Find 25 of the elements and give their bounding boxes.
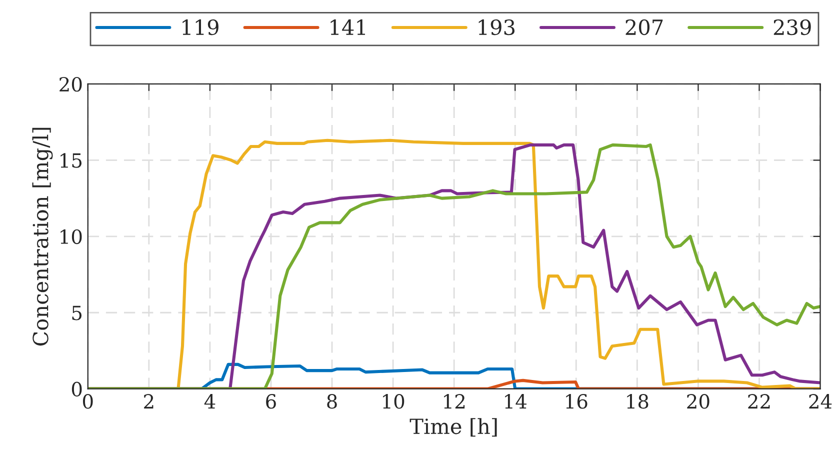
x-tick-label: 4 [204, 394, 216, 408]
x-tick-label: 8 [327, 394, 337, 409]
y-tick-label: 15 [60, 153, 82, 168]
legend-label: 119 [182, 19, 218, 36]
x-axis-title: Time [h] [410, 418, 497, 437]
x-tick-label: 16 [566, 394, 588, 409]
x-tick-label: 18 [627, 394, 648, 409]
legend-label: 141 [330, 19, 365, 35]
x-tick-label: 10 [383, 394, 404, 409]
x-tick-label: 6 [266, 394, 276, 409]
x-tick-label: 24 [809, 394, 832, 408]
y-tick-label: 0 [72, 382, 82, 396]
x-tick-label: 20 [687, 394, 710, 409]
x-tick-label: 0 [82, 394, 93, 409]
x-tick-label: 14 [505, 394, 526, 408]
y-tick-label: 20 [60, 76, 82, 92]
y-axis-title: Concentration [mg/l] [32, 128, 53, 346]
x-tick-label: 22 [748, 394, 770, 408]
y-tick-label: 5 [72, 306, 82, 320]
x-tick-label: 2 [144, 394, 154, 408]
y-tick-label: 10 [60, 229, 82, 244]
legend-label: 193 [478, 19, 514, 36]
legend-label: 207 [626, 19, 663, 36]
x-tick-label: 12 [444, 394, 465, 408]
legend-label: 239 [774, 19, 811, 36]
